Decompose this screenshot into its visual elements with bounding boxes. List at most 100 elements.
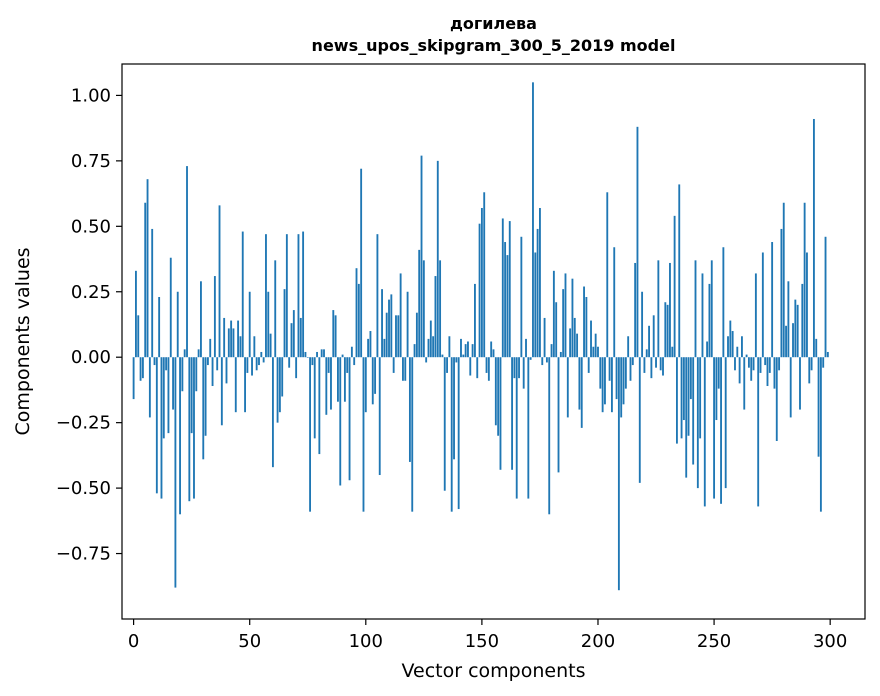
bar-219 bbox=[641, 291, 644, 358]
bar-79 bbox=[316, 351, 318, 358]
bar-221 bbox=[645, 349, 648, 358]
bar-29 bbox=[200, 281, 202, 358]
bar-6 bbox=[146, 179, 149, 358]
bar-25 bbox=[190, 357, 193, 434]
bar-151 bbox=[483, 192, 486, 358]
bar-167 bbox=[520, 236, 523, 358]
bar-7 bbox=[148, 357, 151, 418]
bar-125 bbox=[422, 260, 425, 358]
bar-113 bbox=[395, 315, 397, 358]
bars-group bbox=[132, 82, 829, 591]
bar-175 bbox=[539, 207, 541, 358]
bar-42 bbox=[230, 320, 233, 358]
bar-248 bbox=[708, 283, 711, 358]
bar-105 bbox=[376, 234, 379, 358]
bar-166 bbox=[518, 357, 520, 379]
bar-211 bbox=[622, 357, 625, 405]
bar-174 bbox=[536, 228, 539, 358]
bar-215 bbox=[631, 357, 634, 366]
bar-54 bbox=[258, 357, 260, 366]
chart-subtitle: news_upos_skipgram_300_5_2019 model bbox=[312, 36, 676, 55]
y-tick-label: 0.25 bbox=[71, 282, 111, 303]
bar-282 bbox=[787, 281, 790, 358]
bar-49 bbox=[246, 357, 249, 373]
bar-223 bbox=[650, 357, 653, 379]
bar-18 bbox=[174, 357, 177, 588]
bar-12 bbox=[160, 357, 163, 499]
bar-214 bbox=[629, 357, 632, 381]
bar-30 bbox=[202, 357, 205, 460]
bar-148 bbox=[476, 357, 479, 379]
bar-75 bbox=[306, 357, 309, 358]
bar-154 bbox=[490, 341, 493, 358]
bar-74 bbox=[304, 351, 307, 358]
bar-67 bbox=[288, 357, 291, 368]
bar-249 bbox=[710, 260, 713, 358]
bar-259 bbox=[734, 357, 736, 371]
bar-99 bbox=[362, 357, 365, 512]
bar-170 bbox=[527, 357, 530, 499]
bar-286 bbox=[796, 304, 799, 358]
bar-261 bbox=[738, 357, 741, 384]
bar-130 bbox=[434, 276, 437, 358]
bar-40 bbox=[225, 357, 228, 384]
bar-186 bbox=[564, 273, 567, 358]
bar-108 bbox=[383, 338, 386, 358]
bar-246 bbox=[703, 357, 706, 507]
bar-22 bbox=[183, 349, 186, 358]
bar-116 bbox=[402, 357, 404, 381]
bar-242 bbox=[694, 260, 697, 358]
bar-94 bbox=[350, 346, 353, 358]
bar-89 bbox=[339, 357, 342, 486]
bar-129 bbox=[432, 336, 435, 358]
x-tick-label: 300 bbox=[813, 631, 847, 652]
bar-204 bbox=[606, 192, 609, 358]
bar-78 bbox=[313, 357, 316, 439]
bar-147 bbox=[474, 283, 476, 358]
bar-250 bbox=[713, 357, 716, 499]
bar-182 bbox=[555, 302, 558, 358]
bar-278 bbox=[778, 357, 781, 371]
bar-228 bbox=[662, 357, 664, 376]
bar-133 bbox=[441, 354, 444, 358]
bar-236 bbox=[680, 357, 683, 439]
x-tick-label: 200 bbox=[581, 631, 615, 652]
bar-90 bbox=[341, 354, 344, 358]
bar-37 bbox=[218, 205, 221, 358]
bar-217 bbox=[636, 126, 639, 358]
bar-181 bbox=[552, 270, 555, 358]
bar-177 bbox=[543, 317, 546, 358]
bar-55 bbox=[260, 351, 263, 358]
bar-27 bbox=[195, 357, 198, 392]
bar-195 bbox=[585, 297, 588, 358]
bar-19 bbox=[176, 291, 179, 358]
x-tick-label: 100 bbox=[349, 631, 383, 652]
bar-253 bbox=[720, 357, 722, 504]
bar-36 bbox=[216, 357, 219, 371]
bar-70 bbox=[295, 357, 298, 379]
y-tick-label: 0.50 bbox=[71, 216, 111, 237]
bar-281 bbox=[785, 325, 787, 358]
bar-1 bbox=[135, 270, 137, 358]
bar-194 bbox=[583, 286, 585, 358]
bar-155 bbox=[492, 349, 495, 358]
bar-198 bbox=[592, 346, 595, 358]
bar-283 bbox=[789, 357, 792, 418]
bar-132 bbox=[439, 260, 442, 358]
bar-159 bbox=[501, 218, 504, 358]
bar-165 bbox=[515, 357, 518, 499]
bar-220 bbox=[643, 357, 646, 373]
bar-297 bbox=[822, 357, 825, 368]
bar-199 bbox=[594, 333, 597, 358]
bar-207 bbox=[613, 247, 616, 358]
bar-156 bbox=[494, 357, 497, 426]
bar-52 bbox=[253, 336, 256, 358]
bar-268 bbox=[754, 273, 757, 358]
bar-142 bbox=[462, 354, 465, 358]
bar-189 bbox=[571, 278, 574, 358]
bar-285 bbox=[794, 299, 797, 358]
bar-149 bbox=[478, 223, 481, 358]
x-tick-label: 250 bbox=[697, 631, 731, 652]
bar-185 bbox=[562, 289, 565, 358]
bar-138 bbox=[453, 357, 455, 460]
